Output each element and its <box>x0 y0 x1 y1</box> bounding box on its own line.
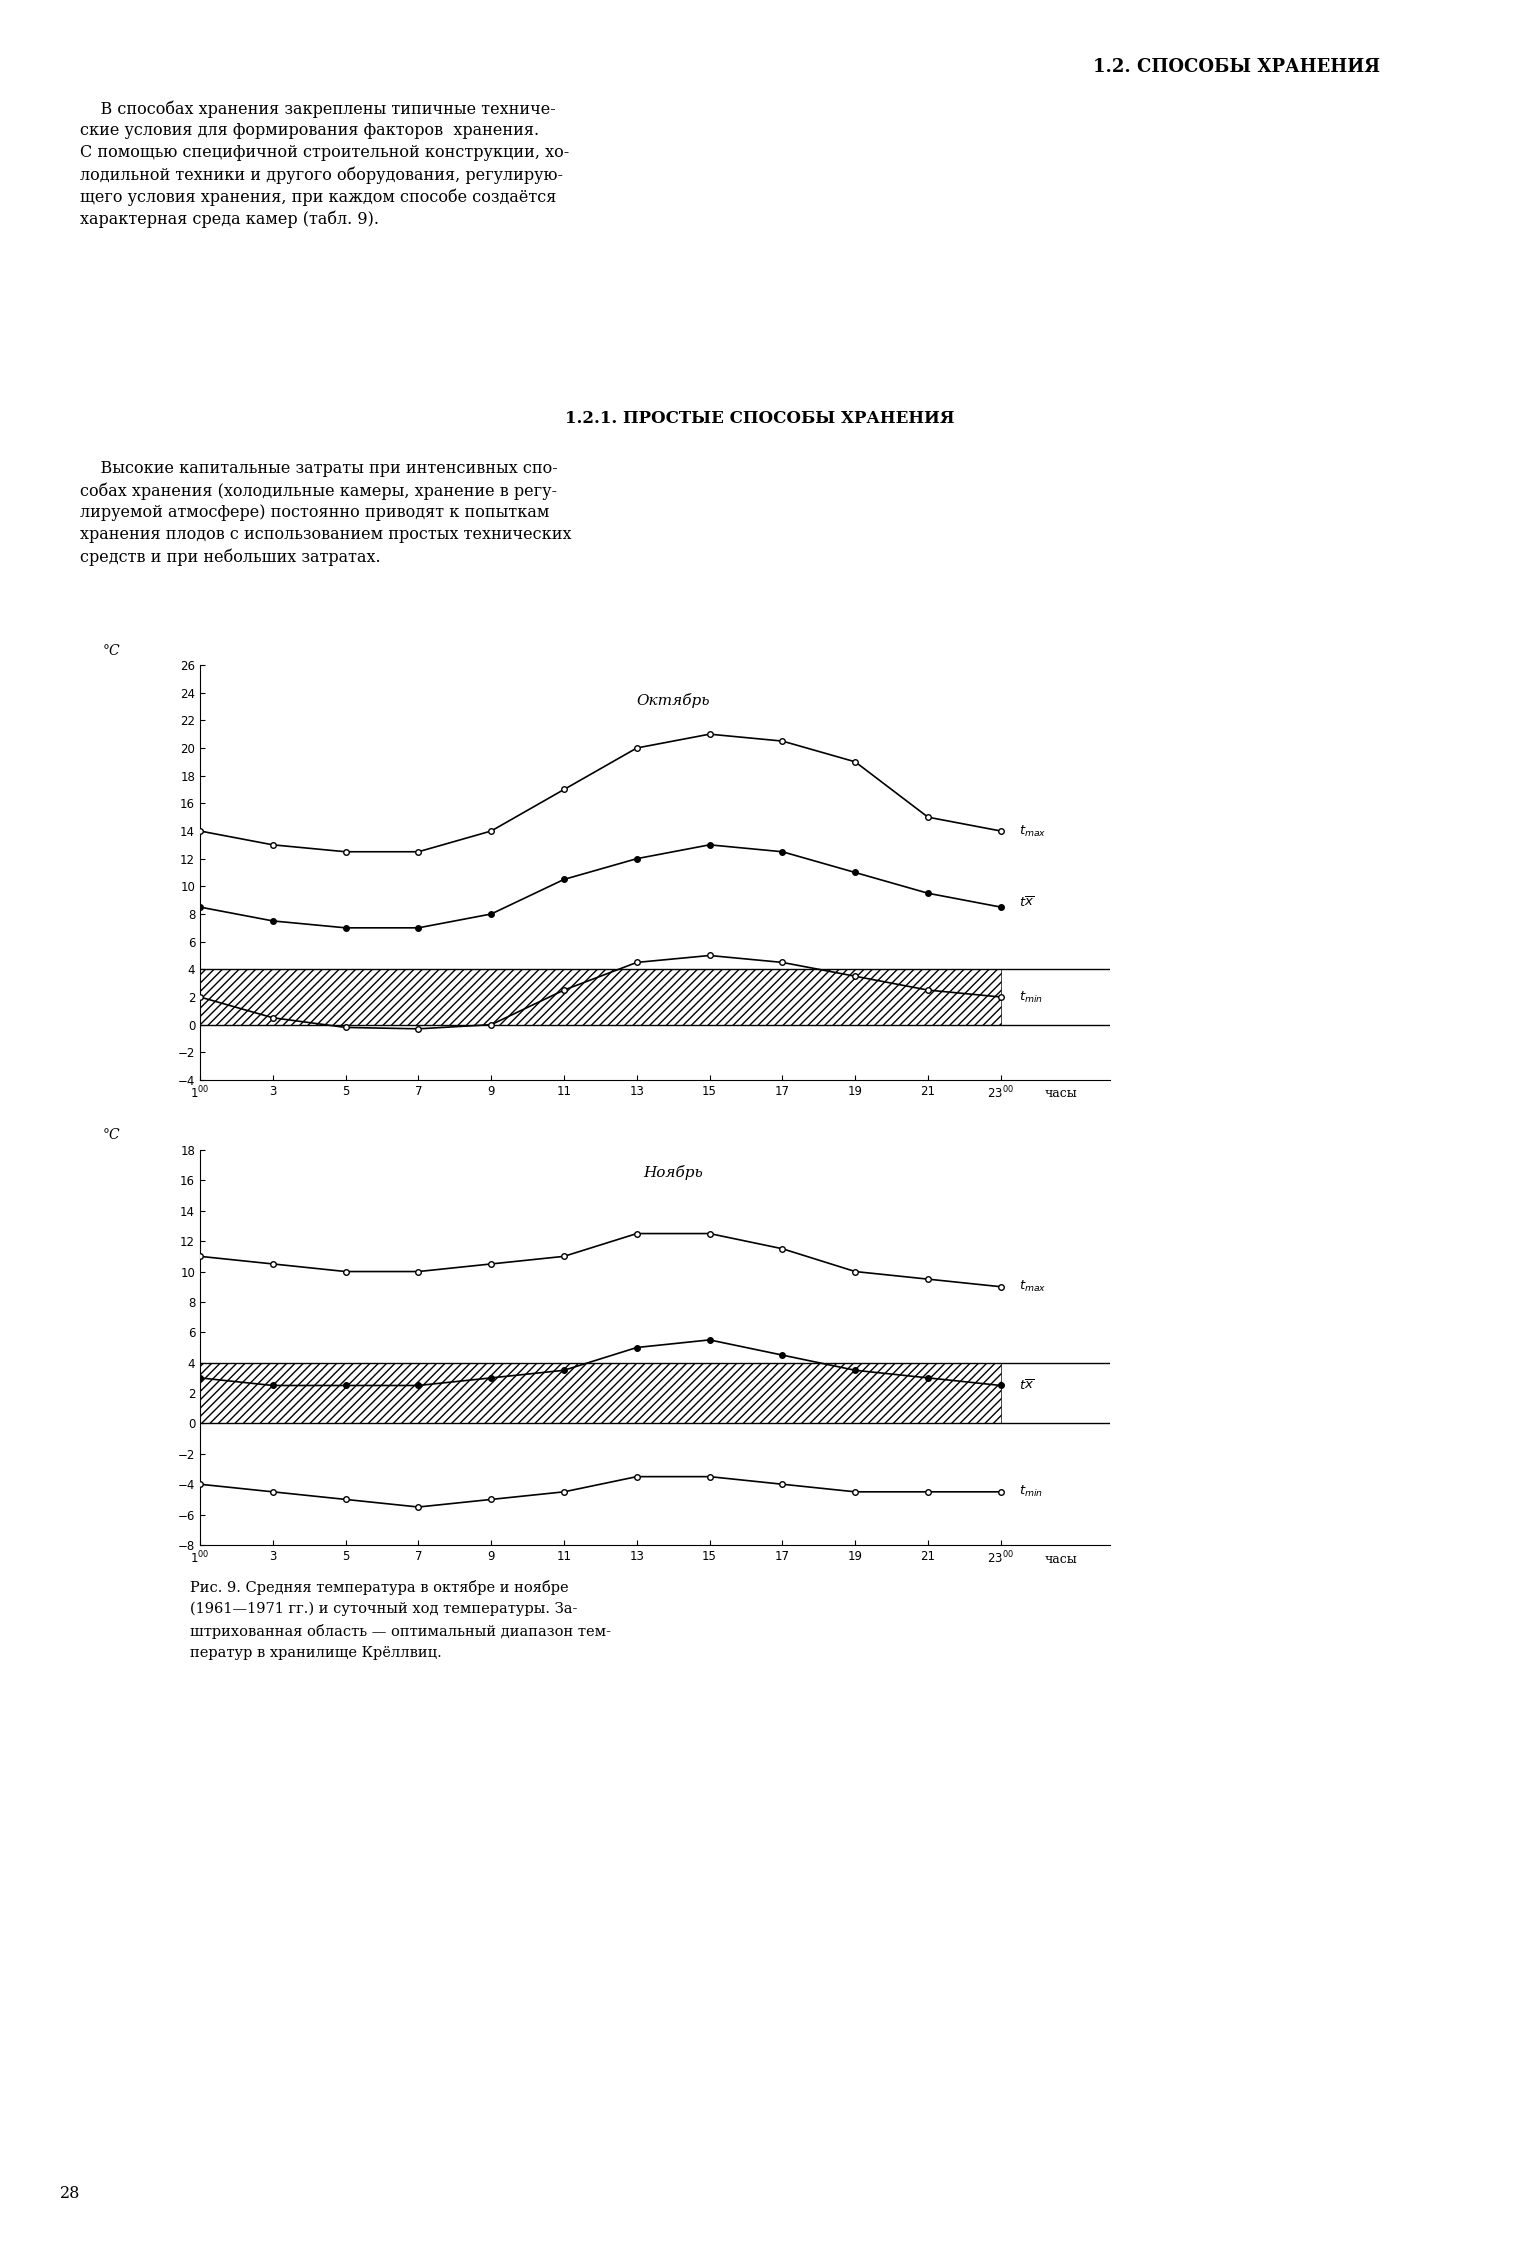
Text: ператур в хранилище Крёллвиц.: ператур в хранилище Крёллвиц. <box>190 1647 442 1661</box>
Text: собах хранения (холодильные камеры, хранение в регу-: собах хранения (холодильные камеры, хран… <box>80 482 557 500</box>
Text: Ноябрь: Ноябрь <box>643 1165 703 1180</box>
Text: средств и при небольших затратах.: средств и при небольших затратах. <box>80 548 381 565</box>
Text: щего условия хранения, при каждом способе создаётся: щего условия хранения, при каждом способ… <box>80 188 556 206</box>
Text: 1.2. СПОСОБЫ ХРАНЕНИЯ: 1.2. СПОСОБЫ ХРАНЕНИЯ <box>1093 58 1380 76</box>
Text: (1961—1971 гг.) и суточный ход температуры. За-: (1961—1971 гг.) и суточный ход температу… <box>190 1602 577 1616</box>
Text: часы: часы <box>1044 1553 1078 1566</box>
Text: штрихованная область — оптимальный диапазон тем-: штрихованная область — оптимальный диапа… <box>190 1625 611 1638</box>
Text: $t_{max}$: $t_{max}$ <box>1019 824 1047 839</box>
Text: 28: 28 <box>60 2186 80 2201</box>
Text: $t\overline{x}$: $t\overline{x}$ <box>1019 895 1035 911</box>
Text: В способах хранения закреплены типичные техниче-: В способах хранения закреплены типичные … <box>80 101 556 117</box>
Text: Рис. 9. Средняя температура в октябре и ноябре: Рис. 9. Средняя температура в октябре и … <box>190 1580 568 1595</box>
Text: лируемой атмосфере) постоянно приводят к попыткам: лируемой атмосфере) постоянно приводят к… <box>80 505 550 521</box>
Text: часы: часы <box>1044 1086 1078 1100</box>
Text: С помощью специфичной строительной конструкции, хо-: С помощью специфичной строительной конст… <box>80 144 569 162</box>
Text: °C: °C <box>103 644 120 657</box>
Text: $t_{max}$: $t_{max}$ <box>1019 1279 1047 1295</box>
Text: $t\overline{x}$: $t\overline{x}$ <box>1019 1378 1035 1394</box>
Text: $t_{min}$: $t_{min}$ <box>1019 1483 1044 1499</box>
Text: 1.2.1. ПРОСТЫЕ СПОСОБЫ ХРАНЕНИЯ: 1.2.1. ПРОСТЫЕ СПОСОБЫ ХРАНЕНИЯ <box>565 411 955 426</box>
Text: характерная среда камер (табл. 9).: характерная среда камер (табл. 9). <box>80 211 379 227</box>
Text: °C: °C <box>103 1129 120 1142</box>
Text: $t_{min}$: $t_{min}$ <box>1019 990 1044 1005</box>
Text: ские условия для формирования факторов  хранения.: ские условия для формирования факторов х… <box>80 121 539 139</box>
Text: Октябрь: Октябрь <box>637 693 711 707</box>
Text: хранения плодов с использованием простых технических: хранения плодов с использованием простых… <box>80 525 571 543</box>
Text: лодильной техники и другого оборудования, регулирую-: лодильной техники и другого оборудования… <box>80 166 563 184</box>
Text: Высокие капитальные затраты при интенсивных спо-: Высокие капитальные затраты при интенсив… <box>80 460 557 478</box>
